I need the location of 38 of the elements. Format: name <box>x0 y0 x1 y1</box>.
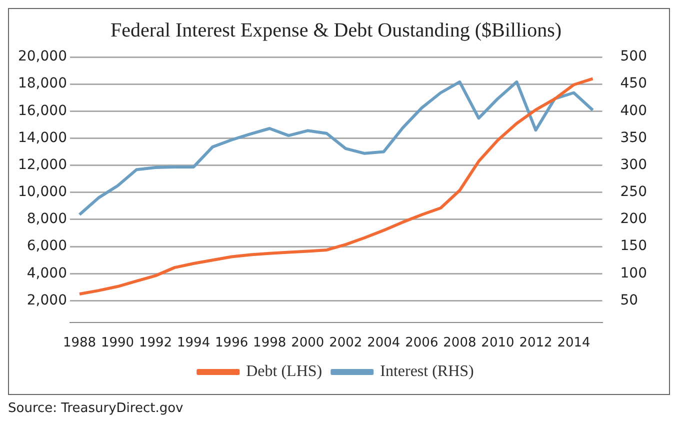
y2-tick-label: 450 <box>620 76 648 92</box>
y-tick-label: 6,000 <box>26 238 67 254</box>
y-tick-label: 20,000 <box>18 48 67 65</box>
y2-tick-label: 250 <box>620 184 648 200</box>
x-tick-label: 1998 <box>253 336 286 351</box>
x-tick-label: 2002 <box>329 336 362 351</box>
y2-tick-label: 150 <box>620 238 648 254</box>
y-tick-label: 18,000 <box>18 76 67 92</box>
x-tick-label: 2004 <box>367 336 400 351</box>
legend-label: Debt (LHS) <box>246 363 322 380</box>
y2-tick-label: 100 <box>620 265 648 282</box>
legend-label: Interest (RHS) <box>380 363 474 380</box>
y-tick-label: 2,000 <box>26 292 67 308</box>
chart-title: Federal Interest Expense & Debt Oustanding ($Billions) <box>110 19 562 42</box>
y2-tick-label: 50 <box>620 292 638 308</box>
x-tick-label: 1990 <box>100 336 134 351</box>
y-tick-label: 4,000 <box>26 265 67 282</box>
y2-tick-label: 300 <box>620 156 648 173</box>
x-tick-label: 2008 <box>443 336 476 351</box>
x-tick-label: 2006 <box>405 336 438 351</box>
y-tick-label: 8,000 <box>26 211 67 228</box>
x-tick-label: 1994 <box>177 336 210 351</box>
y2-tick-label: 400 <box>620 102 648 119</box>
x-tick-label: 1996 <box>215 336 248 351</box>
y2-tick-label: 200 <box>620 211 648 228</box>
y2-tick-label: 350 <box>620 130 648 146</box>
x-tick-label: 1988 <box>62 336 96 351</box>
x-tick-label: 2012 <box>519 336 552 351</box>
x-tick-label: 2000 <box>291 336 324 351</box>
y-tick-label: 14,000 <box>18 130 67 146</box>
x-tick-label: 2014 <box>557 336 590 351</box>
y-tick-label: 12,000 <box>18 156 67 173</box>
x-tick-label: 2010 <box>481 336 514 351</box>
y2-tick-label: 500 <box>620 48 648 65</box>
source-note: Source: TreasuryDirect.gov <box>8 401 184 416</box>
x-tick-label: 1992 <box>138 336 172 351</box>
y-tick-label: 10,000 <box>18 184 67 200</box>
y-tick-label: 16,000 <box>18 102 67 119</box>
